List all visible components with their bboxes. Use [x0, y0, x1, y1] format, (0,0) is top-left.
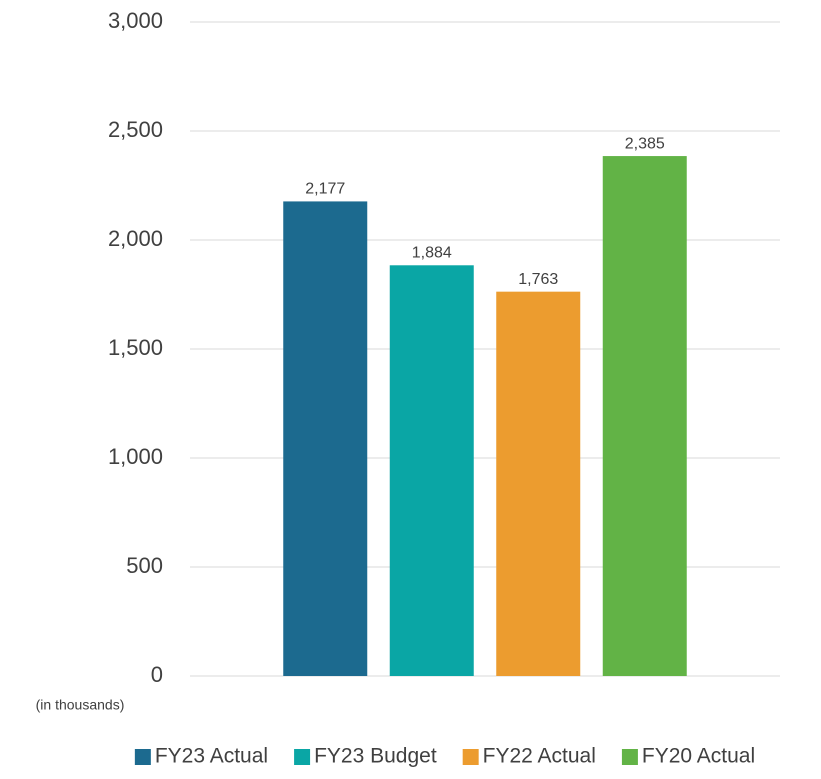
legend-label: FY22 Actual: [483, 745, 596, 768]
legend-swatch: [621, 749, 638, 765]
y-tick-label: 1,000: [108, 444, 163, 469]
y-tick-label: 2,000: [108, 226, 163, 251]
legend-swatch: [134, 749, 151, 765]
data-label: 2,177: [305, 181, 345, 198]
legend-label: FY23 Budget: [314, 745, 437, 768]
data-label: 2,385: [625, 135, 665, 152]
legend-label: FY23 Actual: [155, 745, 268, 768]
bar: [496, 291, 581, 676]
y-tick-label: 1,500: [108, 335, 163, 360]
bar: [389, 265, 474, 676]
y-tick-label: 3,000: [108, 8, 163, 33]
unit-annotation: (in thousands): [36, 697, 125, 713]
bar: [283, 201, 368, 676]
legend-swatch: [294, 749, 311, 765]
data-label: 1,763: [518, 271, 558, 288]
legend-label: FY20 Actual: [642, 745, 755, 768]
y-tick-label: 0: [151, 662, 163, 687]
data-label: 1,884: [412, 245, 452, 262]
legend-swatch: [462, 749, 479, 765]
bar: [602, 156, 687, 676]
y-tick-label: 2,500: [108, 117, 163, 142]
y-tick-label: 500: [126, 553, 163, 578]
